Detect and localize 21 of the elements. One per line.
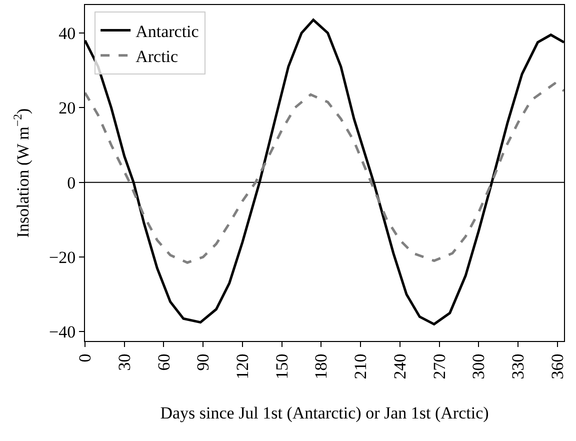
y-tick-label: −40 xyxy=(49,322,76,342)
x-axis-title: Days since Jul 1st (Antarctic) or Jan 1st (Arctic) xyxy=(160,404,489,423)
x-tick-label: 360 xyxy=(548,354,567,380)
x-tick-label: 120 xyxy=(233,354,252,380)
x-tick-label: 150 xyxy=(272,354,292,380)
legend-label: Arctic xyxy=(136,47,179,66)
legend-label: Antarctic xyxy=(136,22,200,41)
y-tick-label: 20 xyxy=(58,98,76,118)
y-tick-label: 40 xyxy=(58,24,76,43)
x-tick-label: 330 xyxy=(508,354,528,380)
x-tick-label: 60 xyxy=(154,354,174,371)
x-tick-label: 240 xyxy=(390,354,410,380)
y-tick-label: −20 xyxy=(49,248,76,267)
x-tick-label: 0 xyxy=(76,354,95,362)
y-tick-label: 0 xyxy=(67,173,76,192)
x-tick-label: 180 xyxy=(312,354,331,380)
x-tick-label: 30 xyxy=(114,354,134,371)
x-tick-label: 270 xyxy=(430,354,449,380)
x-tick-label: 300 xyxy=(469,354,488,380)
x-tick-label: 210 xyxy=(351,354,370,380)
x-tick-label: 90 xyxy=(194,354,213,371)
